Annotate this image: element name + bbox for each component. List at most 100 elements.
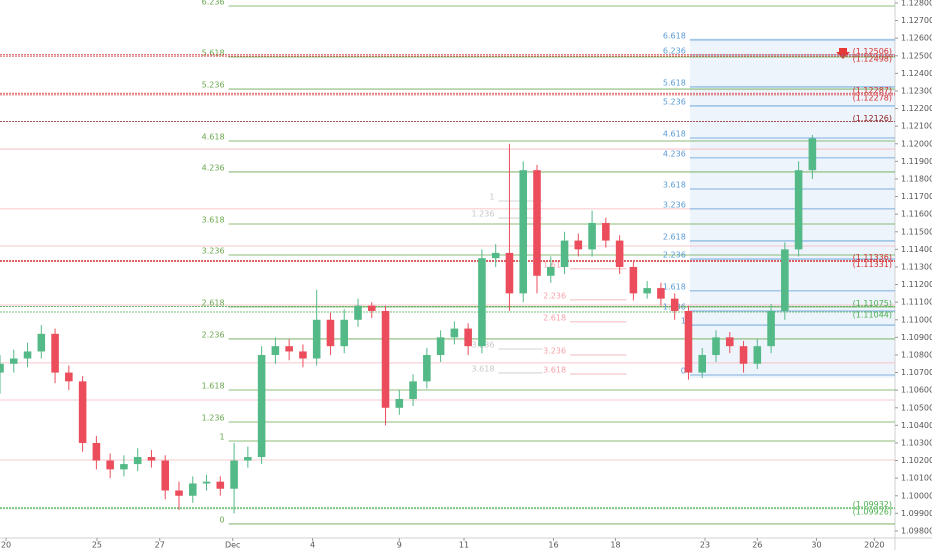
candle-body: [9, 358, 18, 364]
candle-body: [464, 328, 472, 347]
candle-body: [505, 252, 514, 294]
fib-label: 1.236: [202, 414, 225, 423]
candle-body: [202, 481, 211, 484]
y-tick-label: 1.12700: [901, 16, 932, 25]
y-tick-label: 1.11700: [901, 192, 932, 201]
price-line-label: (1.11331): [853, 260, 892, 269]
candle-body: [354, 305, 362, 320]
y-tick-label: 1.12600: [901, 34, 932, 43]
candle-body: [794, 170, 803, 250]
candle-body: [244, 457, 252, 461]
candle-body: [560, 240, 569, 267]
y-tick-label: 1.10400: [901, 421, 932, 430]
candle-body: [230, 460, 238, 489]
candle-body: [23, 351, 32, 359]
candle-body: [767, 310, 775, 347]
price-line-label: (1.12126): [853, 114, 892, 123]
fib-label: 4.618: [663, 129, 686, 138]
fib-label: 3.236: [543, 346, 566, 355]
y-tick-label: 1.09800: [901, 526, 932, 535]
fib-label: 3.618: [202, 216, 225, 225]
candle-body: [188, 483, 197, 496]
x-tick-label: 16: [548, 541, 558, 550]
candle-body: [381, 310, 390, 408]
candle-body: [657, 288, 665, 299]
y-tick-label: 1.11400: [901, 245, 932, 254]
candle-body: [574, 240, 583, 250]
candle-body: [712, 337, 720, 355]
price-line-label: (1.09926): [853, 507, 892, 516]
candle-body: [739, 346, 748, 364]
y-tick-label: 1.10900: [901, 333, 932, 342]
fib-label: 5.618: [202, 49, 225, 58]
x-tick-label: 30: [811, 541, 821, 550]
candle-body: [257, 354, 266, 458]
x-tick-label: 25: [92, 541, 102, 550]
candle-body: [491, 252, 500, 259]
fib-label: 1.236: [472, 210, 495, 219]
fib-label: 3.618: [663, 181, 686, 190]
candle-body: [106, 460, 114, 470]
y-tick-label: 1.09900: [901, 509, 932, 518]
candle-body: [299, 351, 307, 359]
fib-label: 6.236: [202, 0, 225, 6]
fib-label: 1.618: [202, 381, 225, 390]
candle-body: [340, 319, 349, 347]
y-tick-label: 1.10800: [901, 350, 932, 359]
candle-body: [395, 398, 404, 408]
y-tick-label: 1.12400: [901, 69, 932, 78]
candle-body: [588, 222, 596, 250]
price-line-label: (1.12498): [853, 55, 892, 64]
candle-body: [698, 354, 707, 373]
alert-arrow[interactable]: [836, 48, 850, 59]
price-line-label: (1.12506): [853, 47, 892, 56]
x-tick-label: 4: [310, 541, 315, 550]
price-line-label: (1.12278): [853, 93, 892, 102]
candle-body: [615, 240, 624, 267]
fib-label: 2.236: [202, 330, 225, 339]
candle-body: [147, 457, 156, 461]
fib-label: 1: [681, 317, 686, 326]
candle-body: [519, 170, 528, 294]
y-tick-label: 1.12300: [901, 86, 932, 95]
fib-label: 2.236: [663, 251, 686, 260]
x-tick-label: 26: [752, 541, 762, 550]
price-line-label: (1.11336): [853, 253, 892, 262]
y-tick-label: 1.11200: [901, 280, 932, 289]
fib-label: 1: [219, 433, 224, 442]
candle-body: [78, 381, 87, 443]
candle-body: [725, 337, 734, 347]
candle-body: [450, 328, 459, 338]
candle-body: [753, 346, 762, 364]
candle-body: [326, 319, 335, 347]
candle-body: [643, 288, 651, 294]
fib-label: 4.236: [663, 149, 686, 158]
candle-body: [423, 354, 431, 382]
fib-label: 2.618: [202, 298, 225, 307]
y-tick-label: 1.11600: [901, 210, 932, 219]
y-tick-label: 1.11500: [901, 227, 932, 236]
y-tick-label: 1.11100: [901, 298, 932, 307]
y-tick-label: 1.10100: [901, 474, 932, 483]
fib-label: 1.618: [663, 282, 686, 291]
candle-body: [0, 363, 4, 373]
candle-body: [533, 170, 541, 276]
fib-label: 3.618: [472, 364, 495, 373]
y-tick-label: 1.12200: [901, 104, 932, 113]
candle-body: [271, 346, 280, 355]
price-line-label: (1.09932): [853, 500, 892, 509]
fib-label: 3.618: [543, 365, 566, 374]
price-line-label: (1.11044): [853, 311, 892, 320]
y-tick-label: 1.11900: [901, 157, 932, 166]
candle-body: [161, 460, 170, 491]
candle-body: [92, 442, 101, 461]
candle-body: [478, 258, 486, 347]
x-tick-label: 23: [700, 541, 710, 550]
candle-body: [65, 372, 73, 382]
y-tick-label: 1.10500: [901, 403, 932, 412]
candle-body: [629, 266, 638, 294]
candle-body: [216, 481, 225, 489]
y-tick-label: 1.12100: [901, 122, 932, 131]
x-tick-label: 9: [397, 541, 402, 550]
